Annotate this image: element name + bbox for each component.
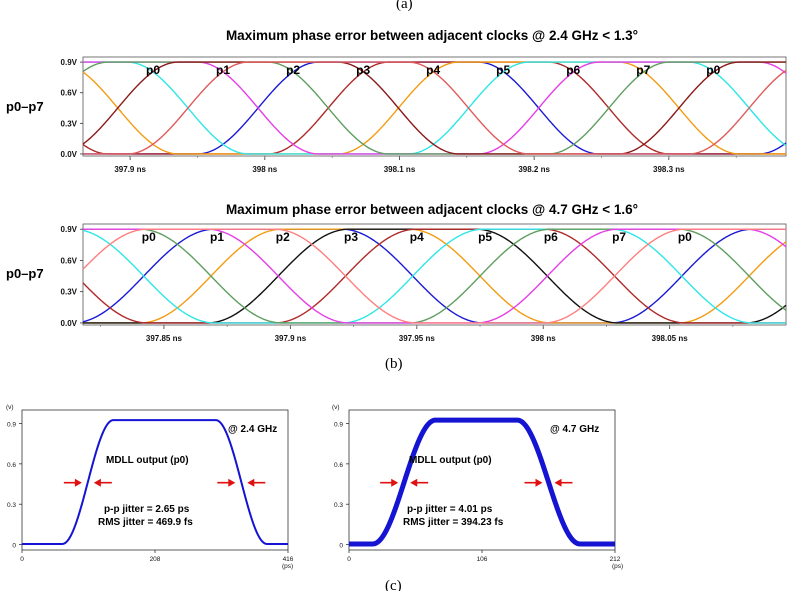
y-tick-label: 0.0V <box>61 319 78 328</box>
y-tick-label: 0.3V <box>61 119 78 128</box>
x-unit-label: (ps) <box>612 563 623 570</box>
phase-label: p5 <box>478 230 492 244</box>
phase-label: p1 <box>216 63 230 77</box>
y-tick-label: 0.3 <box>334 502 343 509</box>
y-axis-label: p0–p7 <box>6 266 44 281</box>
frequency-label: @ 4.7 GHz <box>550 424 599 435</box>
phase-label: p0 <box>146 63 160 77</box>
x-tick-label: 398.3 ns <box>653 165 685 174</box>
chart-title: Maximum phase error between adjacent clo… <box>226 202 638 217</box>
phase-label: p5 <box>496 63 510 77</box>
x-tick-label: 106 <box>477 556 488 563</box>
y-tick-label: 0.9V <box>61 58 78 67</box>
series-line-p7 <box>83 61 787 155</box>
x-tick-label: 0 <box>347 556 351 563</box>
frequency-label: @ 2.4 GHz <box>228 424 277 435</box>
phase-label: p7 <box>636 63 650 77</box>
y-axis-label: p0–p7 <box>6 99 44 114</box>
x-tick-label: 398 ns <box>531 334 556 343</box>
phase-label: p6 <box>544 230 558 244</box>
x-tick-label: 397.9 ns <box>114 165 146 174</box>
jitter-arrow-head <box>554 478 562 487</box>
plot-frame <box>82 56 787 157</box>
y-tick-label: 0.3V <box>61 288 78 297</box>
caption-label: MDLL output (p0) <box>409 455 492 466</box>
y-tick-label: 0.0V <box>61 150 78 159</box>
x-tick-label: 398.1 ns <box>384 165 416 174</box>
phase-chart-2-4ghz: Maximum phase error between adjacent clo… <box>6 28 787 174</box>
y-tick-label: 0.3 <box>7 502 16 509</box>
pp-jitter-label: p-p jitter = 2.65 ps <box>104 504 190 515</box>
phase-label: p2 <box>286 63 300 77</box>
phase-label: p0 <box>142 230 156 244</box>
chart-title: Maximum phase error between adjacent clo… <box>226 28 638 43</box>
y-tick-label: 0.9 <box>334 421 343 428</box>
jitter-arrow-head <box>228 478 236 487</box>
plot-frame <box>82 223 787 326</box>
y-tick-label: 0.6 <box>334 462 343 469</box>
jitter-arrow-head <box>247 478 255 487</box>
phase-label: p7 <box>612 230 626 244</box>
phase-label: p4 <box>410 230 424 244</box>
phase-label: p3 <box>356 63 370 77</box>
x-tick-label: 208 <box>150 556 161 563</box>
phase-label: p0 <box>678 230 692 244</box>
panel-label-b: (b) <box>385 356 403 372</box>
jitter-arrow-head <box>410 478 418 487</box>
jitter-arrow-head <box>74 478 82 487</box>
series-line-p3 <box>82 228 786 324</box>
x-tick-label: 0 <box>20 556 24 563</box>
phase-label: p1 <box>210 230 224 244</box>
rms-jitter-label: RMS jitter = 469.9 fs <box>98 517 193 528</box>
y-tick-label: 0 <box>12 543 16 550</box>
panel-label-a: (a) <box>396 0 413 12</box>
jitter-arrow-head <box>391 478 399 487</box>
mdll-output-chart-4-7ghz: (v) (ps) 0.9 0.6 0.3 00 106 212 @ 4.7 GHz MDLL … <box>332 404 623 570</box>
x-tick-label: 212 <box>610 556 621 563</box>
jitter-arrow-head <box>93 478 101 487</box>
y-tick-label: 0.6V <box>61 256 78 265</box>
y-unit-label: (v) <box>6 404 14 411</box>
phase-label: p2 <box>276 230 290 244</box>
series-line-p7 <box>82 228 786 324</box>
x-unit-label: (ps) <box>282 563 293 570</box>
mdll-waveform <box>347 417 617 547</box>
x-tick-label: 398 ns <box>252 165 277 174</box>
y-tick-label: 0.9V <box>61 225 78 234</box>
x-tick-label: 398.2 ns <box>518 165 550 174</box>
phase-label: p0 <box>706 63 720 77</box>
caption-label: MDLL output (p0) <box>106 455 189 466</box>
y-unit-label: (v) <box>332 404 340 411</box>
x-tick-label: 398.05 ns <box>652 334 689 343</box>
rms-jitter-label: RMS jitter = 394.23 fs <box>403 517 504 528</box>
jitter-arrow-head <box>535 478 543 487</box>
phase-label: p4 <box>426 63 440 77</box>
series-line-p6 <box>82 61 786 155</box>
plot-frame <box>21 409 289 551</box>
y-tick-label: 0.6 <box>7 462 16 469</box>
phase-label: p6 <box>566 63 580 77</box>
mdll-waveform <box>21 419 289 545</box>
y-tick-label: 0.6V <box>61 89 78 98</box>
x-tick-label: 397.85 ns <box>146 334 183 343</box>
x-tick-label: 416 <box>283 556 294 563</box>
pp-jitter-label: p-p jitter = 4.01 ps <box>407 504 493 515</box>
series-line-p2 <box>82 61 786 155</box>
phase-label: p3 <box>344 230 358 244</box>
y-tick-label: 0 <box>339 543 343 550</box>
series-line-p0 <box>82 228 786 324</box>
x-tick-label: 397.95 ns <box>399 334 436 343</box>
series-line-p4 <box>82 228 786 324</box>
panel-label-c: (c) <box>385 578 402 591</box>
phase-chart-4-7ghz: Maximum phase error between adjacent clo… <box>6 202 787 343</box>
x-tick-label: 397.9 ns <box>275 334 307 343</box>
mdll-output-chart-2-4ghz: (v) (ps) 0.9 0.6 0.3 00 208 416 @ 2.4 GHz MDLL … <box>6 404 294 570</box>
y-tick-label: 0.9 <box>7 421 16 428</box>
